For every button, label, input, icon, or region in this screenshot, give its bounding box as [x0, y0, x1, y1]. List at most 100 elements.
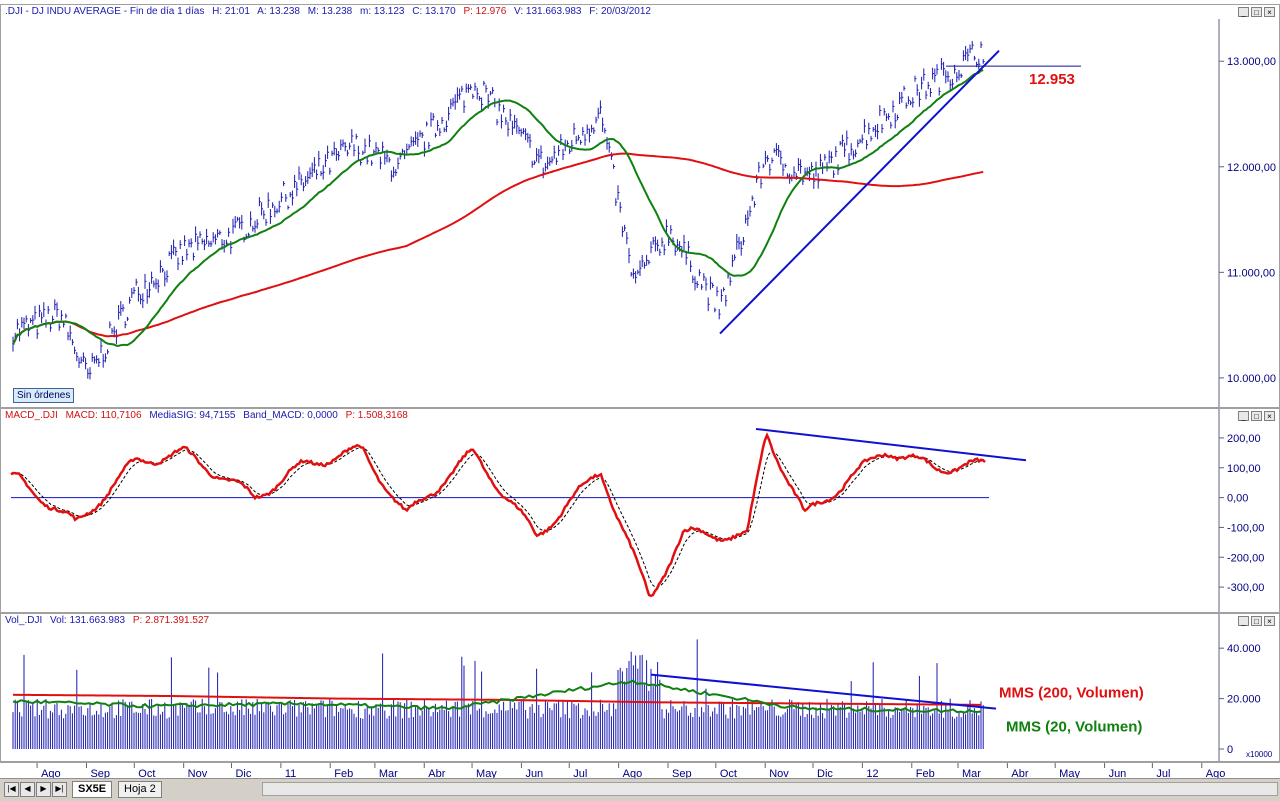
- next-sheet-button[interactable]: ▶: [36, 782, 51, 797]
- x-tick-label: Jun: [525, 768, 543, 779]
- minimize-button[interactable]: _: [1238, 7, 1249, 17]
- x-tick-label: 11: [285, 768, 296, 779]
- macd-signal-line: [10, 447, 986, 588]
- x-tick-label: Nov: [769, 768, 789, 779]
- vol-y-tick-label: 40.000: [1227, 643, 1261, 655]
- x-tick-label: Abr: [1011, 768, 1028, 779]
- x-tick-label: Ago: [623, 768, 643, 779]
- x-tick-label: Nov: [188, 768, 208, 779]
- macd-panel: MACD_.DJI MACD: 110,7106 MediaSIG: 94,71…: [0, 408, 1280, 613]
- x-tick-label: May: [476, 768, 497, 779]
- price-header: .DJI - DJ INDU AVERAGE - Fin de día 1 dí…: [5, 6, 1209, 20]
- vol-header-vol: Vol: 131.663.983: [50, 615, 126, 626]
- x-tick-label: Feb: [334, 768, 353, 779]
- vol-header-p: P: 2.871.391.527: [132, 615, 210, 626]
- prev-sheet-button[interactable]: ◀: [20, 782, 35, 797]
- macd-window-buttons: _ □ ×: [1238, 411, 1275, 421]
- header-a: A: 13.238: [257, 6, 300, 17]
- macd-header-macd: MACD: 110,7106: [65, 410, 142, 421]
- x-tick-label: Oct: [138, 768, 155, 779]
- x-tick-label: Ago: [41, 768, 61, 779]
- vol-y-tick-label: 20.000: [1227, 694, 1261, 706]
- horizontal-scrollbar[interactable]: [262, 782, 1278, 796]
- vol-trendline: [650, 673, 997, 710]
- macd-trendline: [755, 427, 1027, 462]
- macd-y-tick-label: 200,00: [1227, 433, 1261, 445]
- header-symbol: .DJI - DJ INDU AVERAGE - Fin de día 1 dí…: [5, 6, 205, 17]
- vol-ma-200-line: [12, 693, 982, 706]
- vol-multiplier: x10000: [1246, 750, 1273, 759]
- header-v: V: 131.663.983: [514, 6, 582, 17]
- header-m: M: 13.238: [307, 6, 353, 17]
- price-y-tick-label: 12.000,00: [1227, 162, 1276, 174]
- close-button[interactable]: ×: [1264, 7, 1275, 17]
- x-tick-label: Sep: [90, 768, 110, 779]
- price-trendline: [719, 49, 1000, 335]
- x-tick-label: Abr: [428, 768, 445, 779]
- x-tick-label: Feb: [916, 768, 935, 779]
- volume-panel: Vol_.DJI Vol: 131.663.983 P: 2.871.391.5…: [0, 613, 1280, 762]
- price-y-tick-label: 10.000,00: [1227, 373, 1276, 385]
- x-tick-label: Jul: [1156, 768, 1170, 779]
- macd-header-name: MACD_.DJI: [5, 410, 58, 421]
- x-tick-label: May: [1059, 768, 1080, 779]
- price-panel: .DJI - DJ INDU AVERAGE - Fin de día 1 dí…: [0, 4, 1280, 408]
- sin-ordenes-badge[interactable]: Sin órdenes: [13, 388, 75, 403]
- header-c: C: 13.170: [412, 6, 456, 17]
- vol-ma-20-label: MMS (20, Volumen): [1006, 719, 1142, 736]
- macd-header-p: P: 1.508,3168: [345, 410, 408, 421]
- vol-y-tick-label: 0: [1227, 744, 1233, 756]
- macd-y-tick-label: 0,00: [1227, 493, 1248, 505]
- header-min: m: 13.123: [360, 6, 405, 17]
- last-sheet-button[interactable]: ▶|: [52, 782, 67, 797]
- macd-y-tick-label: -100,00: [1227, 522, 1264, 534]
- price-window-buttons: _ □ ×: [1238, 7, 1275, 17]
- tab-sx5e[interactable]: SX5E: [72, 781, 113, 798]
- x-axis: Ago Sep Oct Nov Dic 11 Feb Mar Abr May Jun Jul Ago Se…: [0, 762, 1280, 779]
- vol-ma-20-line: [12, 679, 982, 714]
- macd-chart[interactable]: 200,00 100,00 0,00 -100,00 -200,00 -300,00: [1, 409, 1279, 612]
- first-sheet-button[interactable]: |◀: [4, 782, 19, 797]
- macd-y-tick-label: -300,00: [1227, 582, 1264, 594]
- price-y-tick-label: 11.000,00: [1227, 267, 1275, 279]
- macd-y-tick-label: 100,00: [1227, 463, 1261, 475]
- macd-line: [10, 432, 986, 598]
- volume-chart[interactable]: 40.000 20.000 0 x10000 MMS (200, Volumen) MMS…: [1, 614, 1279, 761]
- x-axis-labels: Ago Sep Oct Nov Dic 11 Feb Mar Abr May Jun Jul Ago Se…: [36, 763, 1226, 779]
- x-tick-label: Dic: [235, 768, 251, 779]
- ma-200-line: [12, 152, 984, 345]
- minimize-button[interactable]: _: [1238, 411, 1249, 421]
- x-tick-label: 12: [866, 768, 878, 779]
- header-p: P: 12.976: [463, 6, 507, 17]
- x-tick-label: Dic: [817, 768, 833, 779]
- vol-window-buttons: _ □ ×: [1238, 616, 1275, 626]
- vol-header: Vol_.DJI Vol: 131.663.983 P: 2.871.391.5…: [5, 615, 1209, 629]
- maximize-button[interactable]: □: [1251, 7, 1262, 17]
- vol-ma-200-label: MMS (200, Volumen): [999, 685, 1144, 702]
- price-chart[interactable]: 13.000,00 12.000,00 11.000,00 10.000,00 12.9…: [1, 5, 1279, 407]
- close-button[interactable]: ×: [1264, 616, 1275, 626]
- header-f: F: 20/03/2012: [589, 6, 651, 17]
- ma-20-line: [12, 69, 984, 347]
- x-tick-label: Mar: [379, 768, 398, 779]
- sheet-tab-bar: |◀ ◀ ▶ ▶| SX5E Hoja 2: [0, 778, 1280, 801]
- macd-header-sig: MediaSIG: 94,7155: [149, 410, 236, 421]
- macd-y-tick-label: -200,00: [1227, 552, 1264, 564]
- maximize-button[interactable]: □: [1251, 411, 1262, 421]
- minimize-button[interactable]: _: [1238, 616, 1249, 626]
- macd-header-band: Band_MACD: 0,0000: [243, 410, 338, 421]
- close-button[interactable]: ×: [1264, 411, 1275, 421]
- x-tick-label: Oct: [720, 768, 737, 779]
- header-h: H: 21:01: [212, 6, 250, 17]
- maximize-button[interactable]: □: [1251, 616, 1262, 626]
- macd-header: MACD_.DJI MACD: 110,7106 MediaSIG: 94,71…: [5, 410, 1209, 424]
- vol-header-name: Vol_.DJI: [5, 615, 43, 626]
- level-label: 12.953: [1029, 71, 1075, 88]
- x-tick-label: Ago: [1206, 768, 1226, 779]
- x-tick-label: Jul: [573, 768, 587, 779]
- x-tick-label: Jun: [1109, 768, 1127, 779]
- x-tick-label: Mar: [962, 768, 981, 779]
- tab-hoja-2[interactable]: Hoja 2: [118, 781, 162, 798]
- price-y-tick-label: 13.000,00: [1227, 56, 1276, 68]
- x-tick-label: Sep: [672, 768, 692, 779]
